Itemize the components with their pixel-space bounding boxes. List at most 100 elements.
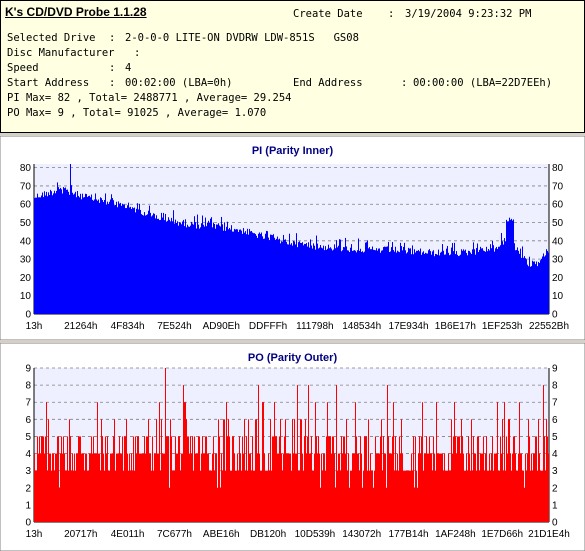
bar bbox=[54, 470, 55, 522]
bar bbox=[530, 266, 531, 314]
bar bbox=[58, 187, 59, 314]
bar bbox=[540, 260, 541, 314]
bar bbox=[280, 243, 281, 314]
bar bbox=[159, 402, 160, 522]
x-tick-label: 1E7D66h bbox=[481, 529, 523, 540]
bar bbox=[411, 453, 412, 522]
bar bbox=[97, 402, 98, 522]
bar bbox=[341, 436, 342, 522]
bar bbox=[69, 194, 70, 314]
chart-title: PO (Parity Outer) bbox=[248, 352, 338, 364]
bar bbox=[301, 419, 302, 522]
bar bbox=[38, 453, 39, 522]
bar bbox=[121, 453, 122, 522]
bar bbox=[179, 222, 180, 314]
y-tick-label-right: 30 bbox=[552, 255, 564, 266]
bar bbox=[283, 453, 284, 522]
bar bbox=[508, 419, 509, 522]
bar bbox=[201, 223, 202, 314]
bar bbox=[90, 453, 91, 522]
bar bbox=[79, 197, 80, 314]
bar bbox=[169, 219, 170, 314]
y-tick-label-left: 8 bbox=[25, 381, 31, 392]
bar bbox=[220, 487, 221, 522]
bar bbox=[153, 213, 154, 314]
bar bbox=[208, 220, 209, 314]
bar bbox=[362, 251, 363, 314]
create-date-label: Create Date bbox=[293, 8, 363, 20]
bar bbox=[351, 244, 352, 314]
bar bbox=[509, 419, 510, 522]
bar bbox=[471, 419, 472, 522]
bar bbox=[49, 194, 50, 314]
bar bbox=[543, 253, 544, 314]
bar bbox=[254, 470, 255, 522]
bar bbox=[277, 236, 278, 314]
bar bbox=[519, 402, 520, 522]
bar bbox=[283, 234, 284, 314]
bar bbox=[190, 436, 191, 522]
bar bbox=[491, 248, 492, 314]
bar bbox=[456, 453, 457, 522]
bar bbox=[522, 246, 523, 314]
bar bbox=[285, 239, 286, 314]
bar bbox=[193, 470, 194, 522]
bar bbox=[436, 254, 437, 314]
bar bbox=[272, 436, 273, 522]
bar bbox=[493, 245, 494, 314]
bar bbox=[122, 203, 123, 314]
bar bbox=[104, 470, 105, 522]
bar bbox=[70, 164, 71, 314]
bar bbox=[233, 231, 234, 314]
bar bbox=[386, 487, 387, 522]
bar bbox=[537, 266, 538, 314]
bar bbox=[301, 243, 302, 314]
bar bbox=[423, 251, 424, 314]
y-tick-label-right: 80 bbox=[552, 163, 564, 174]
bar bbox=[117, 453, 118, 522]
bar bbox=[165, 368, 166, 522]
bars bbox=[34, 368, 549, 522]
bar bbox=[178, 225, 179, 314]
bar bbox=[328, 436, 329, 522]
bar bbox=[216, 453, 217, 522]
bar bbox=[315, 402, 316, 522]
bar bbox=[402, 250, 403, 314]
x-tick-label: 7C677h bbox=[157, 529, 192, 540]
bar bbox=[337, 247, 338, 314]
bar bbox=[427, 453, 428, 522]
bar bbox=[533, 261, 534, 314]
bar bbox=[467, 470, 468, 522]
bar bbox=[280, 419, 281, 522]
bar bbox=[410, 470, 411, 522]
bar bbox=[427, 253, 428, 314]
bar bbox=[240, 229, 241, 314]
bar bbox=[249, 453, 250, 522]
bar bbox=[35, 197, 36, 314]
bar bbox=[214, 224, 215, 314]
bar bbox=[322, 470, 323, 522]
x-tick-label: 13h bbox=[26, 529, 43, 540]
y-tick-label-right: 1 bbox=[552, 500, 558, 511]
bar bbox=[519, 253, 520, 314]
bar bbox=[42, 436, 43, 522]
bar bbox=[360, 248, 361, 314]
bar bbox=[521, 257, 522, 314]
bar bbox=[234, 453, 235, 522]
bar bbox=[364, 251, 365, 314]
bar bbox=[406, 253, 407, 314]
bar bbox=[409, 470, 410, 522]
bar bbox=[92, 199, 93, 314]
y-tick-label-left: 1 bbox=[25, 500, 31, 511]
bar bbox=[247, 228, 248, 314]
bar bbox=[483, 436, 484, 522]
bar bbox=[267, 470, 268, 522]
bar bbox=[450, 254, 451, 314]
bar bbox=[327, 402, 328, 522]
bar bbox=[446, 248, 447, 314]
bar bbox=[73, 194, 74, 314]
bar bbox=[436, 402, 437, 522]
bar bbox=[50, 189, 51, 314]
bar bbox=[480, 246, 481, 314]
bar bbox=[381, 250, 382, 314]
